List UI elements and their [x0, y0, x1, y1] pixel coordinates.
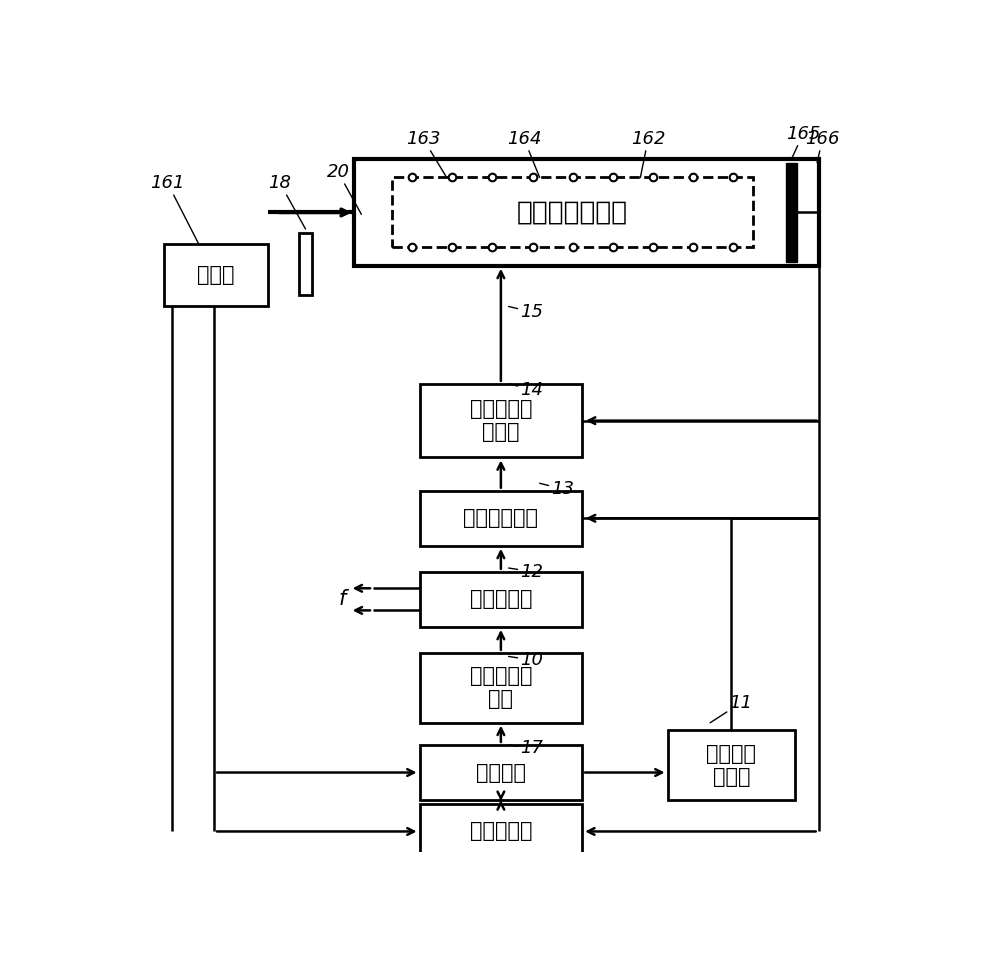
Text: 13: 13	[540, 480, 574, 498]
Text: 166: 166	[805, 130, 840, 163]
Text: 14: 14	[509, 381, 543, 398]
Text: 18: 18	[268, 174, 306, 229]
Text: 20: 20	[327, 163, 361, 214]
Bar	[420, 653, 582, 723]
Text: 12: 12	[509, 563, 543, 581]
Text: 压控晶体振
荡器: 压控晶体振 荡器	[470, 666, 532, 709]
Text: 射频倍频单元: 射频倍频单元	[463, 508, 538, 528]
Text: f: f	[338, 590, 346, 610]
Bar	[668, 730, 795, 800]
Bar	[420, 804, 582, 859]
Text: 11: 11	[710, 694, 753, 723]
Text: 17: 17	[509, 740, 543, 757]
Text: 165: 165	[786, 124, 820, 159]
Text: 同步鉴相器: 同步鉴相器	[470, 821, 532, 841]
Bar	[299, 233, 312, 296]
Bar	[420, 491, 582, 545]
Bar	[420, 571, 582, 627]
Bar	[786, 163, 797, 262]
Bar	[164, 244, 268, 306]
Text: 164: 164	[507, 130, 541, 177]
Text: 微处理器: 微处理器	[476, 763, 526, 783]
Bar	[354, 159, 819, 266]
Bar	[392, 177, 753, 248]
Text: 集成滤光共振泡: 集成滤光共振泡	[517, 199, 628, 226]
Text: 数字频率
合成器: 数字频率 合成器	[706, 744, 756, 787]
Text: 163: 163	[406, 130, 447, 177]
Text: 162: 162	[631, 130, 665, 177]
Text: 15: 15	[509, 303, 543, 322]
Text: 隔离放大器: 隔离放大器	[470, 590, 532, 610]
Text: 161: 161	[150, 174, 199, 244]
Bar	[420, 745, 582, 800]
Text: 10: 10	[509, 651, 543, 669]
Text: 微波倍、混
频单元: 微波倍、混 频单元	[470, 399, 532, 442]
Text: 光谱灯: 光谱灯	[197, 265, 235, 285]
Bar	[420, 384, 582, 457]
